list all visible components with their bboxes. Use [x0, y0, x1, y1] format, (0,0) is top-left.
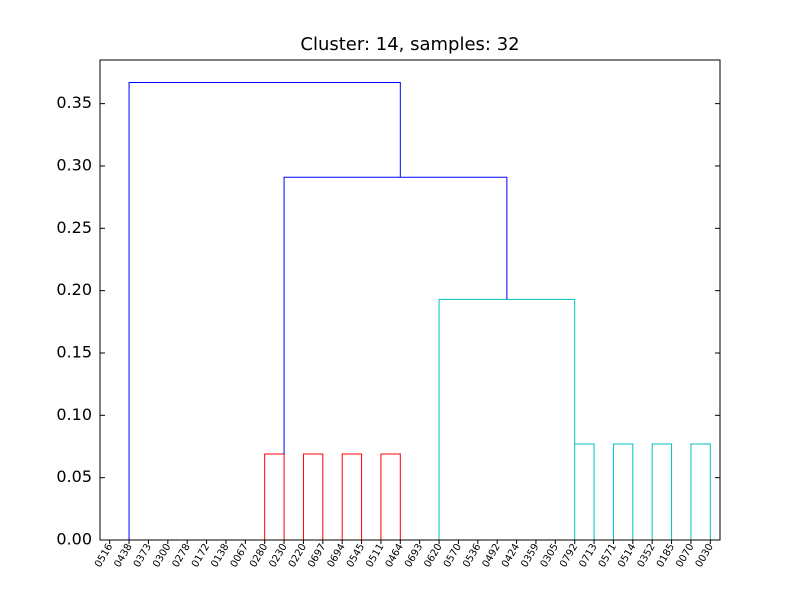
x-tick-label: 0694 [326, 542, 348, 570]
x-tick-label: 0352 [636, 542, 658, 570]
x-tick-label: 0280 [248, 542, 270, 570]
x-tick-label: 0230 [267, 542, 289, 570]
dendrogram-link-8 [690, 443, 711, 540]
y-tick-label: 0.30 [56, 155, 92, 174]
dendrogram-link-9 [438, 298, 576, 540]
x-tick-label: 0697 [306, 542, 328, 570]
y-tick-labels: 0.00 0.05 0.10 0.15 0.20 0.25 0.30 0.35 [56, 93, 92, 548]
x-tick-label: 0516 [93, 542, 115, 570]
y-tick-label: 0.10 [56, 405, 92, 424]
x-tick-label: 0464 [384, 542, 406, 570]
dendrogram-link-4 [380, 453, 401, 540]
y-tick-label: 0.25 [56, 218, 92, 237]
x-tick-label: 0492 [481, 542, 503, 570]
y-tick-label: 0.00 [56, 530, 92, 549]
dendrogram-link-10 [283, 176, 508, 454]
x-tick-label: 0138 [209, 542, 231, 570]
x-tick-label: 0424 [500, 542, 522, 570]
plot-frame [99, 59, 721, 541]
y-tick-label: 0.35 [56, 93, 92, 112]
x-tick-label: 0185 [655, 542, 677, 570]
x-tick-label: 0220 [287, 542, 309, 570]
y-tick-label: 0.15 [56, 342, 92, 361]
dendrogram-link-6 [612, 443, 634, 540]
y-tick-label: 0.05 [56, 467, 92, 486]
x-tick-label: 0514 [616, 542, 638, 570]
x-tick-label: 0030 [694, 542, 716, 570]
x-tick-label: 0511 [364, 542, 386, 570]
x-tick-label: 0792 [558, 542, 580, 570]
x-tick-label: 0172 [190, 542, 212, 570]
x-tick-label: 0359 [519, 542, 541, 570]
x-tick-labels: 0516043803730300027801720138006702800230… [93, 542, 716, 570]
dendrogram-link-1 [264, 453, 285, 540]
x-tick-label: 0545 [345, 542, 367, 570]
x-tick-label: 0536 [461, 542, 483, 570]
x-tick-label: 0070 [674, 542, 696, 570]
x-tick-label: 0438 [112, 542, 134, 570]
y-tick-label: 0.20 [56, 280, 92, 299]
x-tick-label: 0713 [577, 542, 599, 570]
x-tick-label: 0305 [539, 542, 561, 570]
x-tick-label: 0067 [229, 542, 251, 570]
x-tick-label: 0620 [422, 542, 444, 570]
dendrogram-link-3 [341, 453, 363, 540]
dendrogram-links [128, 81, 711, 540]
axis-ticks [100, 103, 720, 544]
dendrogram-link-2 [302, 453, 324, 540]
dendrogram-link-11 [128, 81, 401, 540]
x-tick-label: 0300 [151, 542, 173, 570]
chart-title: Cluster: 14, samples: 32 [300, 34, 520, 55]
x-tick-label: 0373 [132, 542, 154, 570]
dendrogram-link-7 [651, 443, 673, 540]
x-tick-label: 0278 [171, 542, 193, 570]
x-tick-label: 0571 [597, 542, 619, 570]
dendrogram-link-5 [574, 443, 595, 540]
x-tick-label: 0570 [442, 542, 464, 570]
x-tick-label: 0693 [403, 542, 425, 570]
